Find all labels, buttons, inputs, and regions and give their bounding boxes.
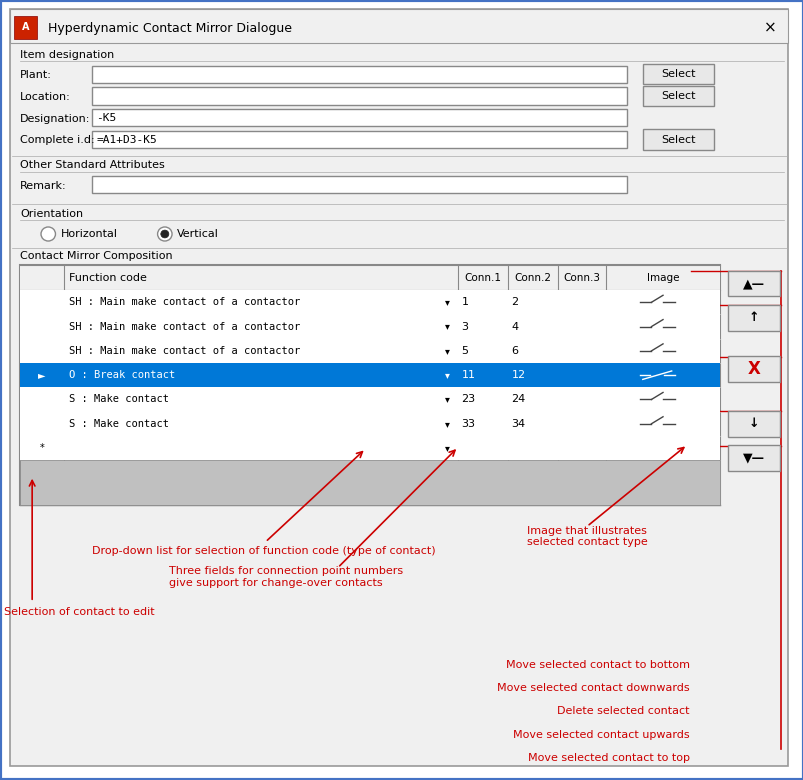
Bar — [92, 131, 626, 148]
Bar — [20, 436, 719, 460]
Text: 3: 3 — [461, 321, 468, 331]
Text: ▾: ▾ — [445, 321, 450, 331]
Bar — [20, 314, 719, 339]
Bar — [642, 64, 713, 84]
Text: 2: 2 — [511, 297, 518, 307]
Text: Remark:: Remark: — [20, 181, 67, 190]
Text: ▼—: ▼— — [742, 452, 764, 465]
Bar — [20, 412, 719, 436]
Bar — [20, 363, 719, 388]
Bar — [642, 129, 713, 150]
Text: 6: 6 — [511, 346, 518, 356]
Bar — [727, 271, 779, 296]
Text: 11: 11 — [461, 370, 475, 380]
Bar — [727, 411, 779, 437]
Text: SH : Main make contact of a contactor: SH : Main make contact of a contactor — [69, 321, 300, 331]
Text: Select: Select — [661, 69, 695, 79]
Bar — [20, 265, 719, 505]
Text: X: X — [746, 360, 760, 378]
Text: Plant:: Plant: — [20, 70, 52, 80]
Text: Designation:: Designation: — [20, 114, 91, 123]
Text: Select: Select — [661, 91, 695, 101]
Text: S : Make contact: S : Make contact — [69, 395, 169, 405]
Text: Move selected contact to top: Move selected contact to top — [528, 753, 689, 763]
Circle shape — [41, 227, 55, 241]
Text: Move selected contact upwards: Move selected contact upwards — [512, 730, 689, 739]
Text: Delete selected contact: Delete selected contact — [556, 707, 689, 716]
Bar — [20, 265, 719, 290]
Text: 4: 4 — [511, 321, 518, 331]
Text: A: A — [22, 23, 30, 32]
Text: ▾: ▾ — [445, 395, 450, 405]
Text: ▾: ▾ — [445, 419, 450, 429]
Bar — [727, 356, 779, 382]
Text: Conn.3: Conn.3 — [563, 273, 600, 282]
Text: ▾: ▾ — [445, 370, 450, 380]
Bar — [10, 9, 787, 43]
Bar — [92, 87, 626, 105]
Text: Horizontal: Horizontal — [61, 229, 118, 239]
Text: 33: 33 — [461, 419, 475, 429]
Text: ▲—: ▲— — [742, 277, 764, 290]
Circle shape — [161, 230, 169, 238]
Text: S : Make contact: S : Make contact — [69, 419, 169, 429]
Bar — [92, 66, 626, 83]
Bar — [14, 16, 37, 39]
Bar — [727, 305, 779, 331]
Text: ▾: ▾ — [445, 297, 450, 307]
Text: ×: × — [763, 20, 776, 36]
Bar — [92, 109, 626, 126]
Text: -K5: -K5 — [96, 113, 116, 122]
Text: Conn.1: Conn.1 — [464, 273, 501, 282]
Text: Orientation: Orientation — [20, 209, 84, 218]
Text: 1: 1 — [461, 297, 468, 307]
Text: ▾: ▾ — [445, 443, 450, 453]
Text: ↑: ↑ — [748, 311, 758, 324]
Text: Item designation: Item designation — [20, 50, 114, 59]
Text: Move selected contact downwards: Move selected contact downwards — [496, 683, 689, 693]
Bar — [20, 290, 719, 314]
Text: Location:: Location: — [20, 92, 71, 101]
Bar — [642, 86, 713, 106]
Text: Move selected contact to bottom: Move selected contact to bottom — [505, 660, 689, 669]
Text: Select: Select — [661, 135, 695, 144]
Bar — [20, 460, 719, 505]
Text: Vertical: Vertical — [177, 229, 218, 239]
Text: SH : Main make contact of a contactor: SH : Main make contact of a contactor — [69, 297, 300, 307]
Text: Hyperdynamic Contact Mirror Dialogue: Hyperdynamic Contact Mirror Dialogue — [48, 22, 291, 34]
Bar — [92, 176, 626, 193]
Bar — [20, 339, 719, 363]
Text: Image that illustrates
selected contact type: Image that illustrates selected contact … — [526, 526, 646, 548]
Text: *: * — [40, 443, 44, 453]
Text: 12: 12 — [511, 370, 525, 380]
Text: Conn.2: Conn.2 — [514, 273, 551, 282]
Bar — [20, 388, 719, 412]
Circle shape — [157, 227, 172, 241]
Text: 24: 24 — [511, 395, 525, 405]
Text: Other Standard Attributes: Other Standard Attributes — [20, 161, 165, 170]
Text: Contact Mirror Composition: Contact Mirror Composition — [20, 251, 173, 261]
Text: Function code: Function code — [69, 273, 147, 282]
Text: Selection of contact to edit: Selection of contact to edit — [4, 608, 154, 617]
Text: 34: 34 — [511, 419, 525, 429]
Text: Complete i.d:: Complete i.d: — [20, 136, 95, 145]
Text: ▾: ▾ — [445, 346, 450, 356]
Text: ►: ► — [39, 370, 46, 380]
Text: 5: 5 — [461, 346, 468, 356]
Bar — [727, 445, 779, 471]
Text: ↓: ↓ — [748, 417, 758, 431]
Text: =A1+D3-K5: =A1+D3-K5 — [96, 135, 157, 144]
Text: SH : Main make contact of a contactor: SH : Main make contact of a contactor — [69, 346, 300, 356]
Text: Drop-down list for selection of function code (type of contact): Drop-down list for selection of function… — [92, 547, 435, 556]
Text: Image: Image — [646, 273, 679, 282]
Text: O : Break contact: O : Break contact — [69, 370, 175, 380]
Text: Three fields for connection point numbers
give support for change-over contacts: Three fields for connection point number… — [169, 566, 402, 588]
Text: 23: 23 — [461, 395, 475, 405]
